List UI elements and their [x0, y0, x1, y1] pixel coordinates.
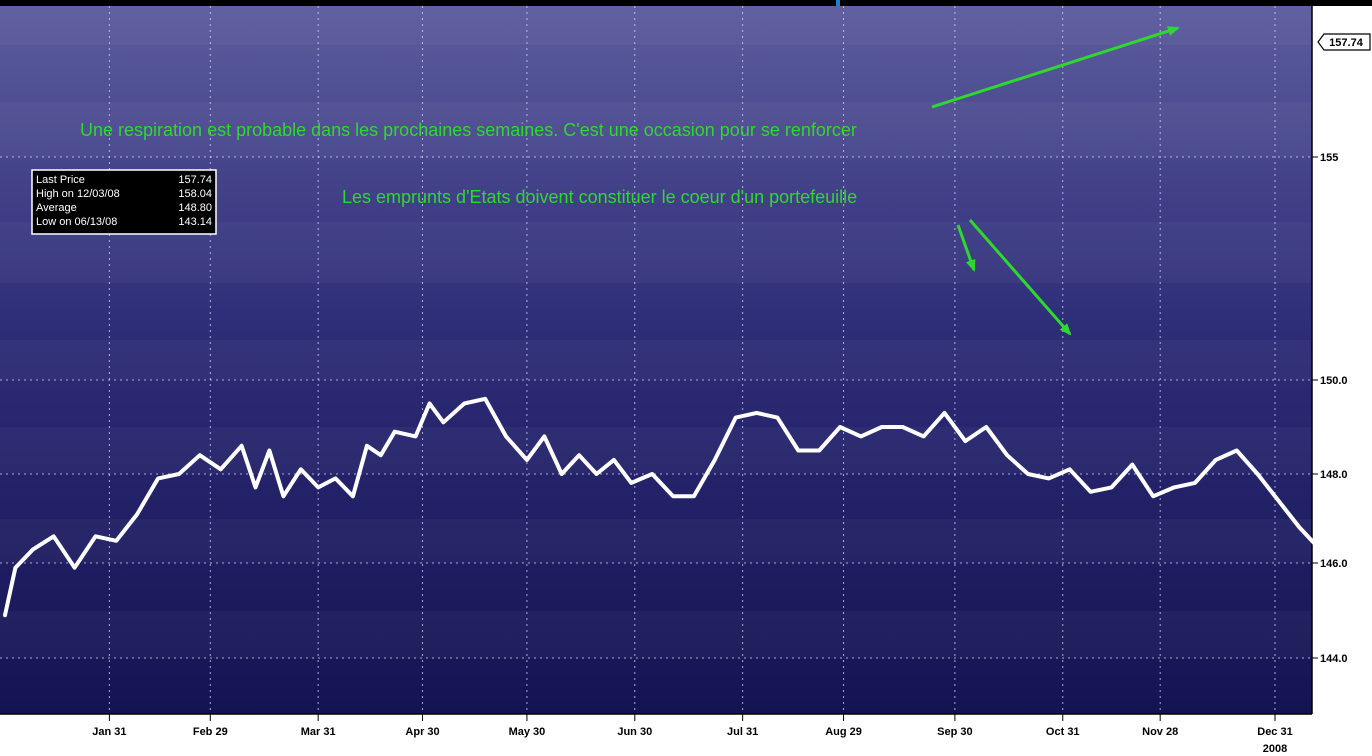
background-band [0, 611, 1312, 658]
legend-row-value: 143.14 [178, 216, 212, 228]
y-tick-label: 148.0 [1320, 469, 1348, 481]
annotation-text-1: Une respiration est probable dans les pr… [80, 120, 857, 140]
gridlines [0, 6, 1312, 714]
x-axis: Jan 31 Feb 29 Mar 31 Apr 30 May 30 Jun 30 Jul … [0, 713, 1312, 755]
annotation-arrow-trough [968, 219, 1072, 336]
legend-row-label: Low on 06/13/08 [36, 216, 117, 228]
plot-area [0, 6, 1312, 714]
right-axis-panel [1312, 6, 1372, 714]
last-price-tag-label: 157.74 [1329, 37, 1364, 49]
background-band [0, 340, 1312, 380]
x-tick-label: Mar 31 [301, 726, 336, 738]
x-tick-label: Aug 29 [825, 726, 862, 738]
x-tick-label: Dec 31 [1257, 726, 1292, 738]
legend-row-value: 158.04 [178, 188, 212, 200]
annotation-arrows [931, 26, 1180, 336]
x-tick-label: Jun 30 [617, 726, 652, 738]
y-tick-label: 150.0 [1320, 375, 1348, 387]
legend-row-label: Average [36, 202, 77, 214]
y-tick-label: 146.0 [1320, 558, 1348, 570]
background-band [0, 427, 1312, 474]
x-tick-label: Nov 28 [1142, 726, 1178, 738]
top-accent-mark [836, 0, 840, 6]
x-year-label: 2008 [1263, 743, 1287, 755]
x-tick-label: Jul 31 [727, 726, 758, 738]
legend-row-label: Last Price [36, 174, 85, 186]
annotation-text-2: Les emprunts d'Etats doivent constituer … [342, 187, 857, 207]
last-price-tag: 157.74 [1317, 33, 1371, 51]
annotation-arrow-up [931, 26, 1180, 109]
x-tick-label: Sep 30 [937, 726, 972, 738]
bottom-axis-panel [0, 714, 1372, 756]
x-tick-label: May 30 [509, 726, 546, 738]
x-tick-label: Jan 31 [92, 726, 126, 738]
legend-row-value: 157.74 [178, 174, 212, 186]
y-tick-label: 144.0 [1320, 653, 1348, 665]
legend-box: Last Price 157.74 High on 12/03/08 158.04 Av… [31, 169, 217, 235]
y-tick-label: 155 [1320, 152, 1338, 164]
series-line [3, 396, 1372, 618]
background-band [0, 519, 1312, 563]
y-axis: 144.0 146.0 148.0 150.0 155 [1311, 6, 1348, 714]
legend-row-value: 148.80 [178, 202, 212, 214]
x-tick-label: Feb 29 [193, 726, 228, 738]
annotation-arrow-peak [956, 224, 976, 272]
x-tick-label: Oct 31 [1046, 726, 1080, 738]
background-band [0, 6, 1312, 45]
x-tick-label: Apr 30 [405, 726, 439, 738]
legend-row-label: High on 12/03/08 [36, 188, 120, 200]
